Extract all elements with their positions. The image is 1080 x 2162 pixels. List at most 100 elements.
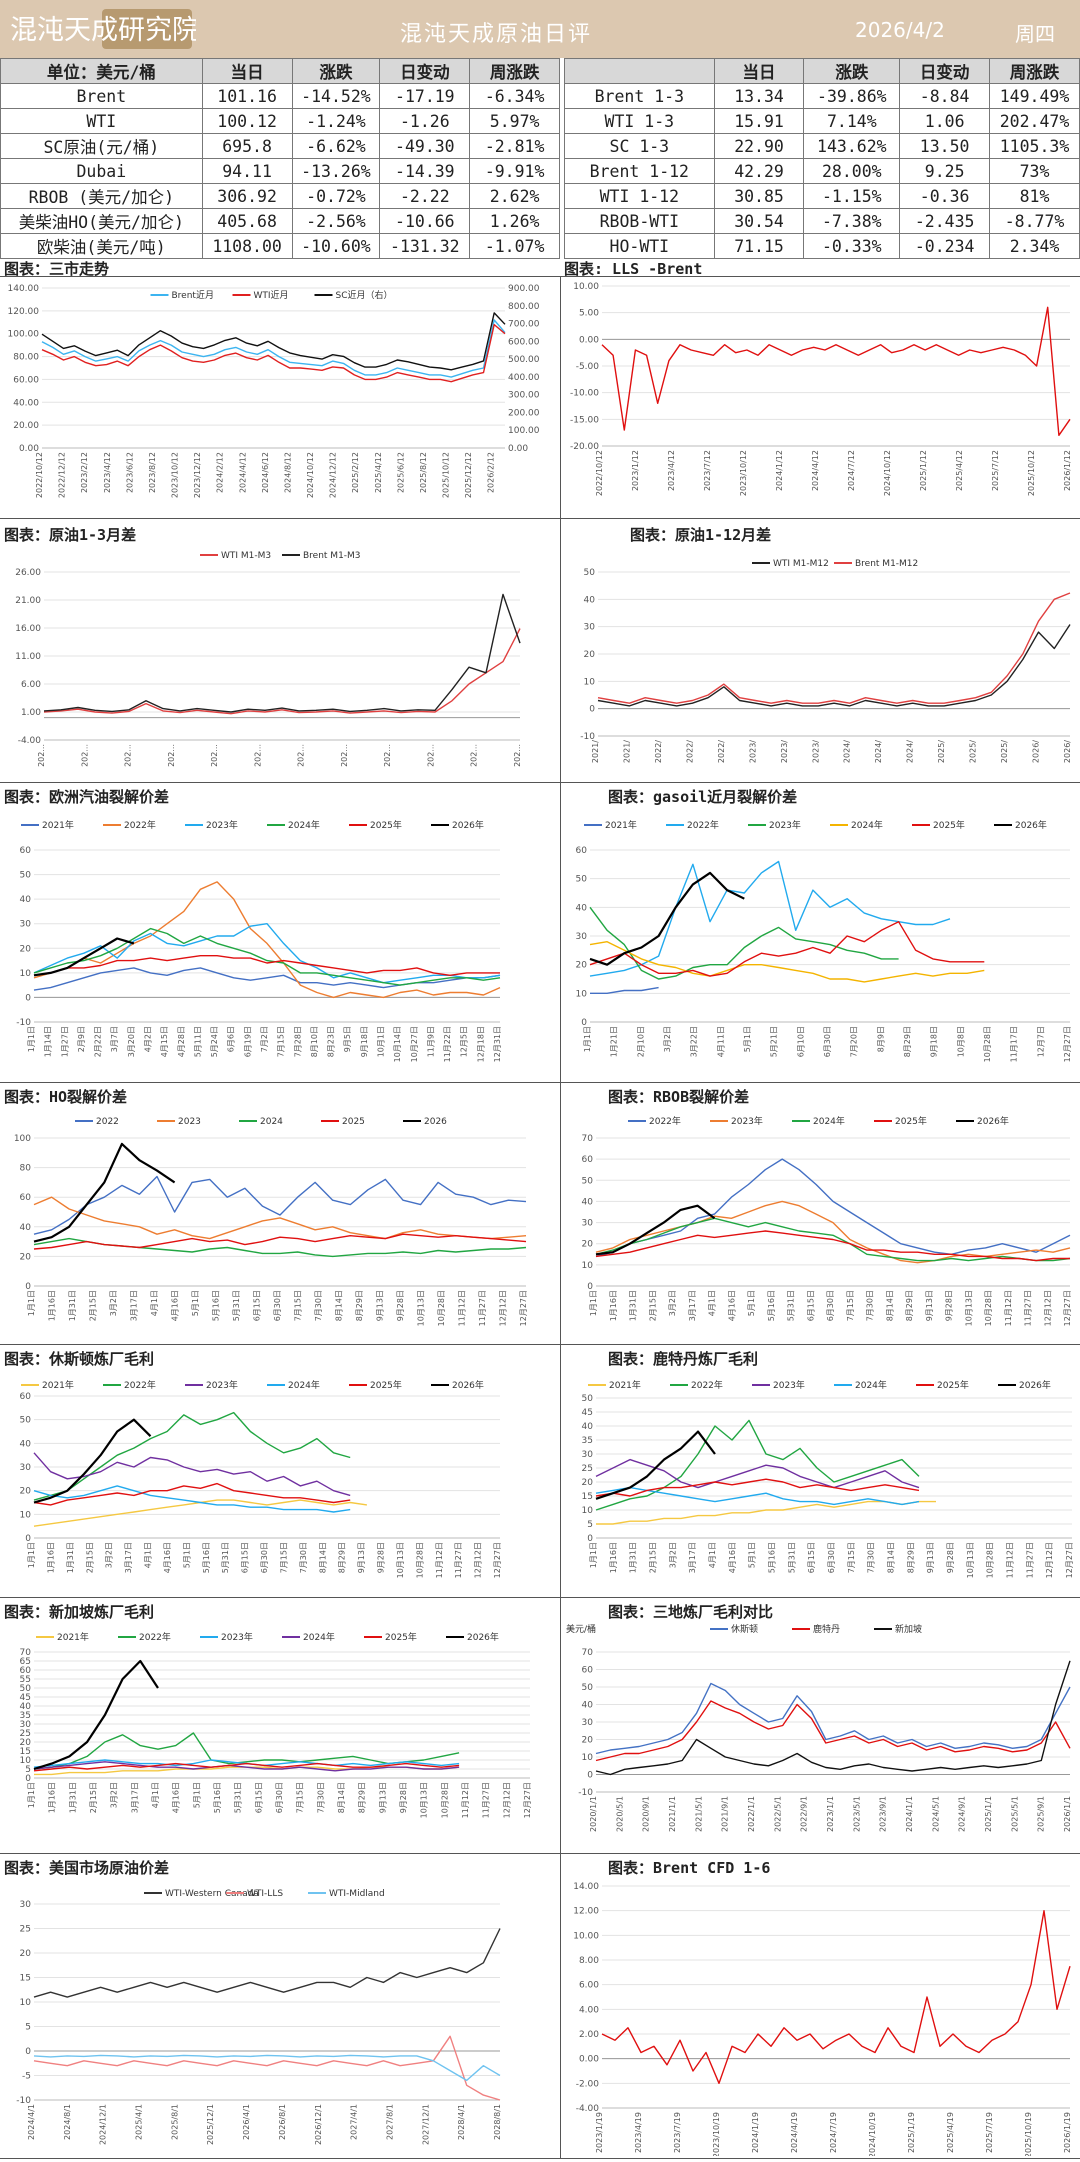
chart-lls-brent: -20.00 -15.00 -10.00 -5.00 0.00 5.00 10.00 2022… [570,282,1072,496]
x-tick-label: 6月15日 [807,1542,816,1573]
x-tick-label: 2月22日 [94,1026,103,1057]
table-cell: 405.68 [201,208,293,234]
legend-label: 2022年 [691,1379,723,1391]
legend-label: 2021年 [609,1379,641,1391]
x-tick-label: 12月12日 [502,1782,511,1818]
x-tick-label: 9月28日 [946,1542,955,1573]
x-tick-label: 10月28日 [415,1542,424,1578]
x-tick-label: 11月12日 [1006,1542,1015,1578]
svg-text:混沌天成研究院: 混沌天成研究院 [10,15,196,46]
x-tick-label: 2026/2/12 [487,452,496,493]
y-tick-label: 120.00 [8,307,40,317]
x-tick-label: 8月14日 [337,1782,346,1813]
x-tick-label: 7月15日 [846,1290,855,1321]
series-line-WTI-Midland [33,2054,501,2082]
legend-label: WTI-Midland [329,1889,385,1899]
x-tick-label: 8月29日 [905,1290,914,1321]
spread-table: 当日 涨跌 日变动 周涨跌 Brent 1-3 13.34 -39.86% -8.84… [564,58,1080,259]
legend-label: 2025年 [370,1379,402,1391]
series-line-WTI M1-M12 [597,624,1071,707]
x-tick-label: 9月28日 [396,1290,405,1321]
section-label: 图表：欧洲汽油裂解价差 [4,788,170,806]
series-line-2026年 [589,871,745,966]
x-tick-label: 6月30日 [826,1290,835,1321]
x-tick-label: 8月29日 [906,1542,915,1573]
table-row: RBOB (美元/加仑) 306.92 -0.72% -2.22 2.62% [0,183,560,209]
series-line-2024年 [589,940,985,983]
y-tick-label: 30 [20,920,32,930]
y-tick-label: 0 [587,1534,593,1544]
x-tick-label: 1月1日 [27,1026,36,1052]
y-tick-label: 35 [20,1711,31,1721]
legend-label: 2021年 [57,1631,89,1643]
x-tick-label: 202... [80,744,89,767]
table-cell: -14.52% [291,83,381,109]
legend-label: 2025 [342,1117,365,1127]
section-label: 图表: LLS -Brent [564,260,703,278]
x-tick-label: 2024/10/19 [868,2112,877,2156]
y-tick-label: 10 [20,1756,32,1766]
y-tick-label: 10 [584,677,596,687]
y-tick-label-right: 400.00 [508,373,540,383]
x-tick-label: 7月15日 [279,1542,288,1573]
x-tick-label: 5月1日 [182,1542,191,1568]
x-tick-label: 202... [253,744,262,767]
legend-label: 2021年 [605,819,637,831]
price-table: 单位：美元/桶 当日 涨跌 日变动 周涨跌 Brent 101.16 -14.52%… [0,58,560,259]
legend-label: 2022年 [139,1631,171,1643]
y-tick-label: 10 [20,1510,32,1520]
y-tick-label: 5 [25,2023,31,2033]
y-tick-label: 60 [20,846,32,856]
x-tick-label: 11月22日 [443,1026,452,1062]
x-tick-label: 7月2日 [260,1026,269,1052]
x-tick-label: 5月21日 [770,1026,779,1057]
legend-label: 2025年 [895,1115,927,1127]
x-tick-label: 2025/7/19 [985,2112,994,2153]
y-tick-label: 21.00 [15,596,41,606]
divider [0,276,1080,277]
y-tick-label: 40 [576,903,588,913]
series-line-2025年 [33,954,500,977]
x-tick-label: 1月31日 [68,1290,77,1321]
table-cell: 306.92 [201,183,293,209]
series-line-Brent CFD 1-6 [601,1910,1071,2085]
x-tick-label: 9月28日 [945,1290,954,1321]
x-tick-label: 6月30日 [260,1542,269,1573]
table-row: WTI 100.12 -1.24% -1.26 5.97% [0,108,560,134]
y-tick-label: 6.00 [579,1981,599,1991]
x-tick-label: 2023/7/12 [703,450,712,491]
table-cell: 101.16 [201,83,293,109]
series-line-2026年 [595,1204,716,1256]
table-cell: -39.86% [803,83,901,109]
table-cell: -0.33% [803,233,901,259]
section-label: 图表：gasoil近月裂解价差 [608,788,798,806]
x-tick-label: 6月15日 [241,1542,250,1573]
x-tick-label: 2024/12/1 [99,2104,108,2145]
y-tick-label: 40 [582,1197,594,1207]
x-tick-label: 2023/12/12 [193,452,202,498]
x-tick-label: 2024/8/12 [283,452,292,493]
x-tick-label: 2023/9/1 [879,1796,888,1832]
report-weekday: 周四 [1015,22,1055,46]
x-tick-label: 2026/1/12 [1063,450,1072,491]
x-tick-label: 2024/7/19 [829,2112,838,2153]
x-tick-label: 5月16日 [202,1542,211,1573]
table-cell: -131.32 [379,233,471,259]
series-line-Brent M1-M3 [43,593,521,713]
y-tick-label: 30 [20,1463,32,1473]
y-tick-label: 30 [20,1720,32,1730]
column-header: 当日 [713,58,805,84]
x-tick-label: 2025/5/1 [1010,1796,1019,1832]
x-tick-label: 7月15日 [296,1782,305,1813]
x-tick-label: 8月29日 [355,1290,364,1321]
x-tick-label: 2月10日 [636,1026,645,1057]
x-tick-label: 7月30日 [314,1290,323,1321]
y-tick-label: 50 [584,568,596,578]
x-tick-label: 11月27日 [482,1782,491,1818]
table-cell: -0.72% [291,183,381,209]
y-tick-label: 0 [25,2047,31,2057]
y-tick-label: -10 [578,1788,593,1798]
series-line-LLS-Brent [601,306,1071,437]
y-tick-label: -10.00 [570,389,599,399]
table-cell: -6.34% [469,83,560,109]
